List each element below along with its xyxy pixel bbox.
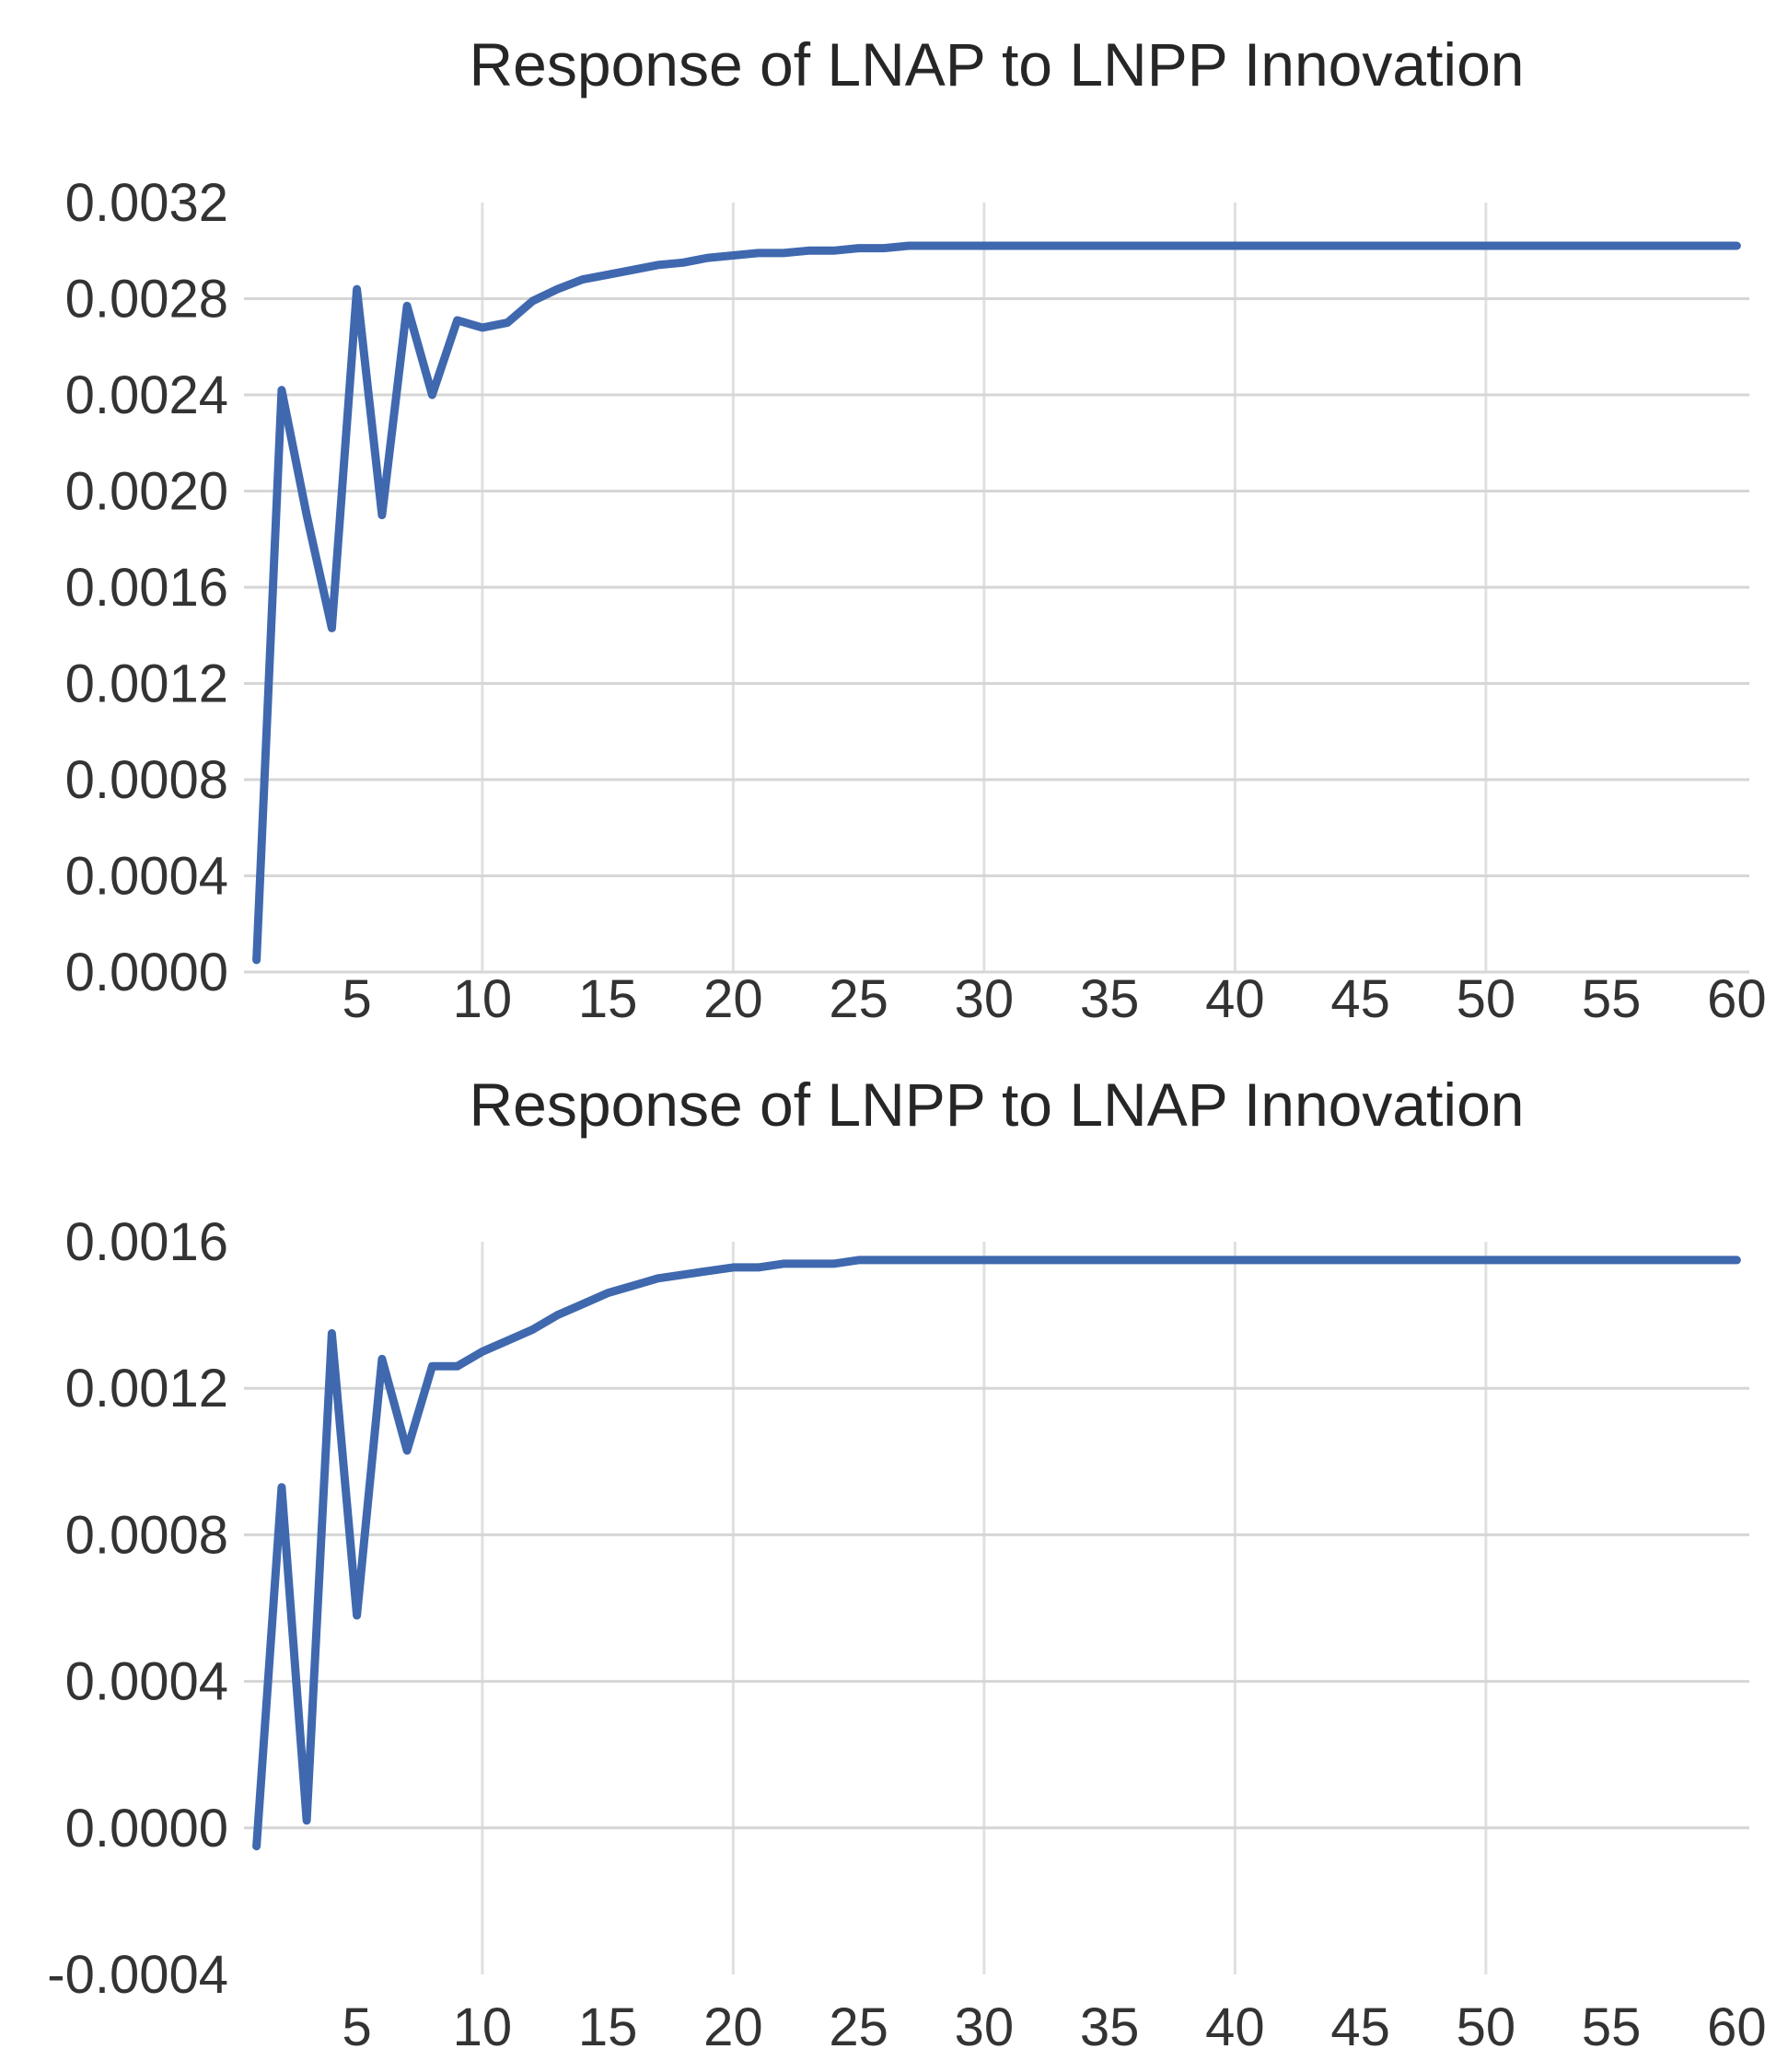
x-tick-label: 30 [955,969,1015,1029]
y-tick-label: 0.0016 [65,558,228,618]
y-tick-label: 0.0000 [65,1799,228,1858]
x-tick-label: 20 [703,1997,763,2057]
x-tick-label: 35 [1080,1997,1140,2057]
x-tick-label: 60 [1707,969,1767,1029]
response-line [252,1256,1741,1851]
y-tick-label: 0.0000 [65,943,228,1002]
y-tick-label: 0.0016 [65,1212,228,1272]
x-tick-label: 60 [1707,1997,1767,2057]
y-tick-label: 0.0024 [65,365,228,425]
x-tick-label: 10 [453,1997,513,2057]
x-tick-label: 50 [1457,1997,1516,2057]
x-tick-label: 40 [1205,969,1265,1029]
y-tick-label: 0.0012 [65,654,228,714]
chart-title-top: Response of LNAP to LNPP Innovation [469,30,1525,98]
y-tick-label: -0.0004 [47,1945,228,2005]
x-tick-label: 5 [342,1997,371,2057]
x-tick-label: 55 [1582,1997,1642,2057]
y-tick-label: 0.0008 [65,1505,228,1565]
x-tick-label: 30 [955,1997,1015,2057]
x-tick-label: 25 [829,1997,888,2057]
y-tick-label: 0.0028 [65,270,228,330]
x-tick-label: 45 [1330,1997,1390,2057]
response-line [252,241,1741,965]
x-tick-label: 50 [1457,969,1516,1029]
x-tick-label: 10 [453,969,513,1029]
y-tick-label: 0.0004 [65,1652,228,1712]
chart-title-bottom: Response of LNPP to LNAP Innovation [469,1071,1525,1139]
y-tick-label: 0.0012 [65,1359,228,1418]
x-tick-label: 25 [829,969,888,1029]
y-tick-label: 0.0004 [65,847,228,907]
x-tick-label: 45 [1330,969,1390,1029]
x-tick-label: 15 [578,969,638,1029]
x-tick-label: 5 [342,969,371,1029]
y-tick-label: 0.0020 [65,462,228,522]
y-tick-label: 0.0032 [65,173,228,233]
x-tick-label: 15 [578,1997,638,2057]
x-tick-label: 35 [1080,969,1140,1029]
x-tick-label: 20 [703,969,763,1029]
x-tick-label: 40 [1205,1997,1265,2057]
y-tick-label: 0.0008 [65,750,228,810]
x-tick-label: 55 [1582,969,1642,1029]
